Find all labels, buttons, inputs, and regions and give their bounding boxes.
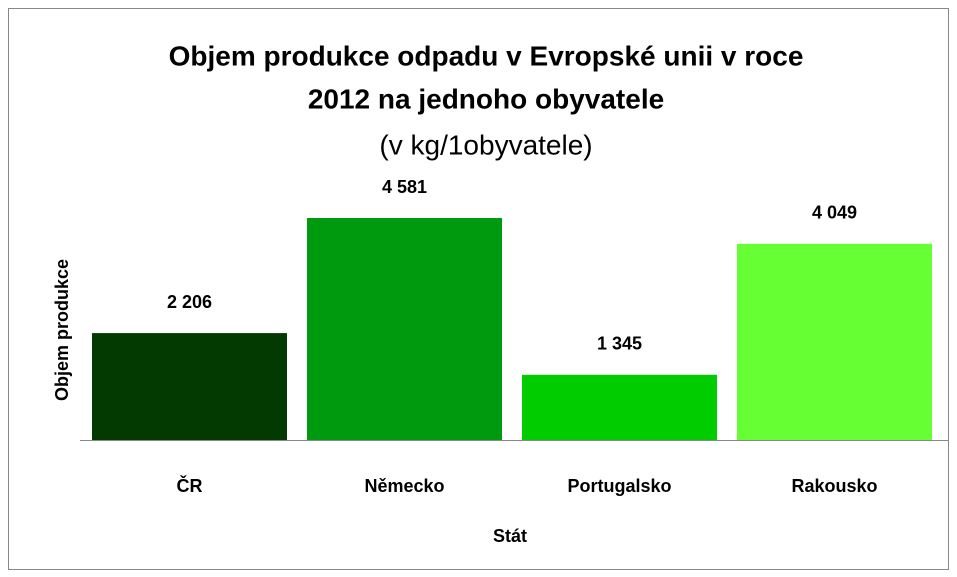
x-tick-label: Portugalsko <box>567 476 671 496</box>
x-axis-label: Stát <box>493 526 527 546</box>
chart-subtitle: (v kg/1obyvatele) <box>379 129 592 160</box>
x-tick-label: Rakousko <box>791 476 877 496</box>
y-axis-label: Objem produkce <box>52 259 72 401</box>
data-label: 4 581 <box>382 177 427 197</box>
bar <box>307 218 502 440</box>
data-label: 2 206 <box>167 292 212 312</box>
x-tick-label: ČR <box>177 475 203 496</box>
x-tick-label: Německo <box>364 476 444 496</box>
data-label: 1 345 <box>597 334 642 354</box>
chart-title: 2012 na jednoho obyvatele <box>308 83 664 114</box>
chart-title: Objem produkce odpadu v Evropské unii v … <box>169 40 804 71</box>
bar <box>92 333 287 440</box>
data-label: 4 049 <box>812 203 857 223</box>
bar <box>737 243 932 440</box>
bar <box>522 374 717 440</box>
